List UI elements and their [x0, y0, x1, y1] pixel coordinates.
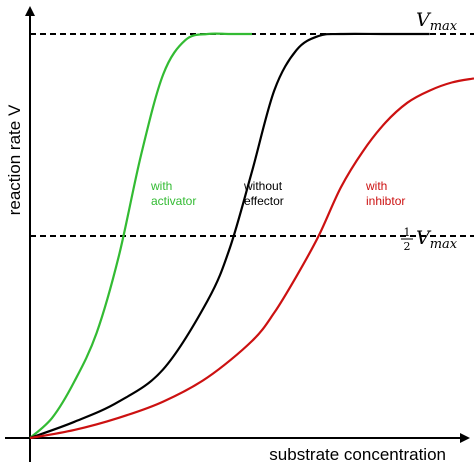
half-vmax-label: 1 2 Vmax [401, 226, 458, 253]
activator-curve [29, 32, 252, 439]
inhibitor-curve [29, 77, 474, 440]
inhibitor-label: with inhibtor [365, 179, 405, 208]
x-axis-label: substrate concentration [269, 445, 446, 464]
half-vmax-text: Vmax [416, 227, 458, 252]
no-effector-label: without effector [243, 179, 285, 208]
half-numerator: 1 [404, 226, 411, 239]
half-denominator: 2 [404, 240, 411, 253]
vmax-label: Vmax [416, 9, 458, 34]
y-axis-label: reaction rate V [5, 104, 24, 215]
no-effector-curve [29, 32, 430, 440]
activator-label: with activator [150, 179, 196, 208]
